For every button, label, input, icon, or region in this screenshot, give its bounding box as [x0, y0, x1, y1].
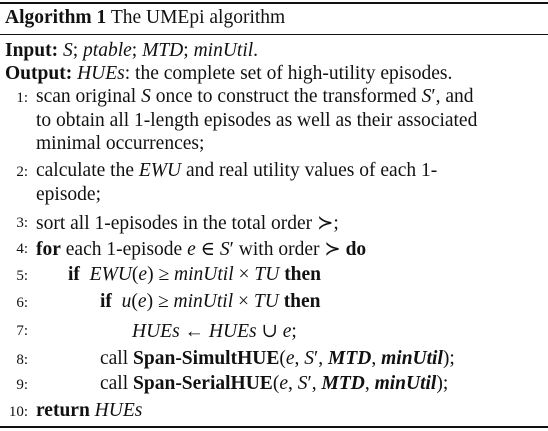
line-number: 5: — [16, 268, 28, 284]
top-rule — [0, 2, 548, 4]
input-mtd: MTD — [142, 40, 184, 61]
bottom-rule — [0, 426, 548, 428]
input-label: Input: — [5, 40, 59, 61]
output-name: HUEs — [77, 63, 125, 84]
line-4: for each 1-episode e ∈ S′ with order ≻ d… — [36, 239, 367, 260]
line-number: 2: — [16, 164, 28, 180]
line-2: calculate the EWU and real utility value… — [36, 160, 438, 181]
output-label: Output: — [5, 63, 73, 84]
line-3: sort all 1-episodes in the total order ≻… — [36, 213, 339, 234]
line-number: 7: — [16, 323, 28, 339]
line-number: 6: — [16, 295, 28, 311]
algorithm-name: The UMEpi algorithm — [110, 7, 286, 28]
line-9: call Span-SerialHUE(e, S′, MTD, minUtil)… — [100, 373, 449, 394]
line-6: if u(e) ≥ minUtil × TU then — [100, 291, 321, 312]
line-10: return HUEs — [36, 400, 143, 421]
input-ptable: ptable — [83, 40, 132, 61]
line-number: 3: — [16, 215, 28, 231]
line-2-cont: episode; — [36, 184, 101, 205]
line-8: call Span-SimultHUE(e, S′, MTD, minUtil)… — [100, 348, 455, 369]
output-line: Output: HUEs: the complete set of high-u… — [5, 63, 452, 85]
line-5: if EWU(e) ≥ minUtil × TU then — [68, 264, 322, 285]
line-7: HUEs ← HUEs ∪ e; — [132, 321, 297, 342]
line-1: scan original S once to construct the tr… — [36, 86, 474, 107]
header-rule — [0, 34, 548, 35]
line-number: 9: — [16, 377, 28, 393]
input-minutil: minUtil — [193, 40, 254, 61]
output-description: : the complete set of high-utility episo… — [124, 63, 453, 84]
line-1-cont-2: minimal occurrences; — [36, 133, 205, 154]
algorithm-label: Algorithm 1 — [5, 7, 107, 28]
line-number: 4: — [16, 241, 28, 257]
line-number: 1: — [16, 90, 28, 106]
line-1-cont-1: to obtain all 1-length episodes as well … — [36, 110, 478, 131]
input-line: Input: S; ptable; MTD; minUtil. — [5, 40, 259, 61]
line-number: 8: — [16, 352, 28, 368]
line-number: 10: — [8, 404, 28, 420]
input-s: S — [63, 40, 73, 61]
algorithm-title: Algorithm 1 The UMEpi algorithm — [5, 7, 285, 29]
